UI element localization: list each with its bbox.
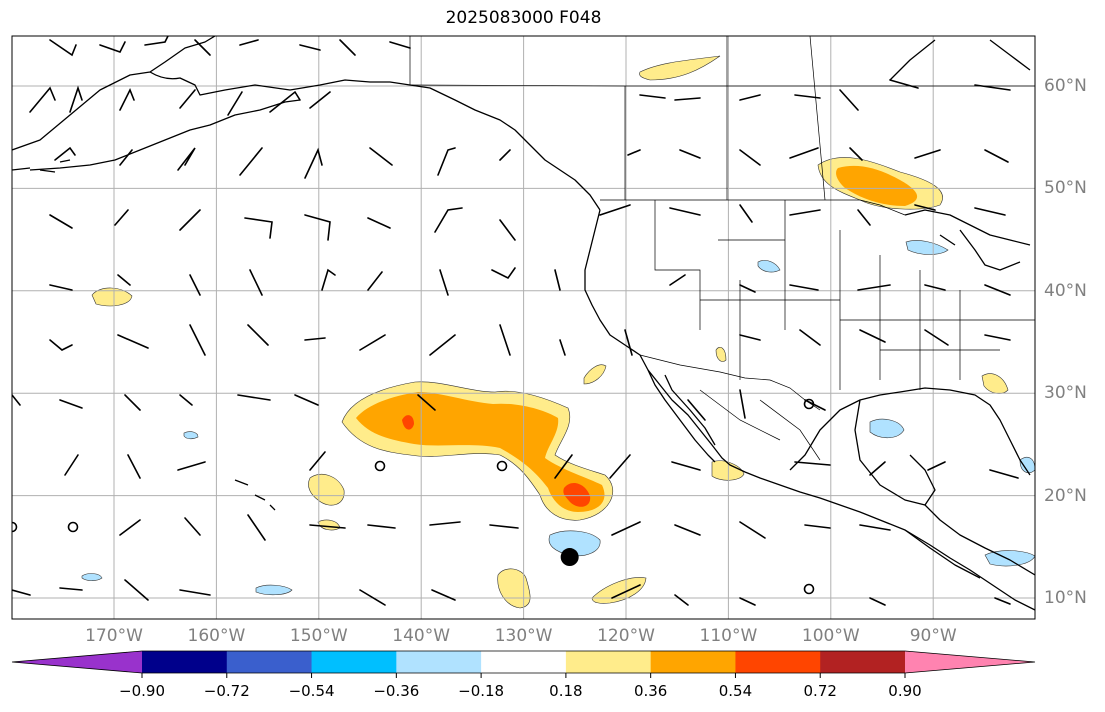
latitude-label: 30°N [1044,383,1087,404]
hawaii-islands [234,479,276,511]
longitude-label: 130°W [494,626,553,646]
colorbar-segment [226,651,313,673]
anomaly-negative-region [255,584,293,596]
baja-california-coastline [647,369,716,463]
colorbar-tick-label: 0.54 [718,682,753,700]
longitude-label: 120°W [597,626,655,646]
anomaly-positive-region [317,519,341,531]
anomaly-peak-region [402,415,414,430]
us-canada-border [600,199,906,216]
us-mexico-border [639,354,821,411]
colorbar-extend-high [905,651,1035,673]
longitude-label: 100°W [801,626,860,646]
colorbar-segment [311,651,397,673]
colorbar-segment [735,651,821,673]
colorbar-tick-label: −0.90 [119,682,165,700]
central-america-coastline [904,504,1035,579]
political-borders [409,36,1035,461]
anomaly-shading [81,55,1035,609]
calm-wind-circles [12,398,815,595]
anomaly-negative-region [869,418,905,439]
longitude-label: 160°W [187,626,246,646]
anomaly-strong-region [836,165,918,206]
longitude-label: 150°W [289,626,348,646]
colorbar-extend-low [12,651,142,673]
longitude-label: 110°W [699,626,758,646]
colorbar-tick-label: 0.36 [633,682,668,700]
tropical-cyclone-marker [560,548,579,567]
colorbar [11,650,1036,678]
hudson-bay-coastline [889,39,1031,81]
colorbar-segment [481,651,567,673]
anomaly-positive-region [639,55,721,81]
anomaly-positive-region [591,577,647,604]
anomaly-negative-region [905,240,949,255]
anomaly-negative-region [1019,457,1035,473]
great-lakes-coastline [904,209,1031,271]
latitude-label: 50°N [1044,178,1087,199]
longitude-label: 170°W [85,626,143,646]
north-america-pacific-coastline [584,209,1035,611]
anomaly-positive-region [715,347,727,362]
anomaly-negative-region [984,550,1035,567]
colorbar-segment [565,651,652,673]
graticule [12,36,1035,619]
longitude-label: 90°W [909,626,957,646]
anomaly-negative-region [81,573,103,581]
latitude-label: 20°N [1044,485,1087,506]
anomaly-strong-region [356,392,605,512]
anomaly-positive-region [497,568,531,609]
colorbar-tick-label: −0.72 [203,682,250,700]
colorbar-segment [396,651,482,673]
longitude-label: 140°W [392,626,451,646]
colorbar-segment [820,651,906,673]
anomaly-positive-region [981,373,1009,394]
colorbar-tick-label: 0.90 [888,682,922,700]
latitude-label: 40°N [1044,280,1087,301]
gulf-of-mexico-coastline [789,387,1031,506]
colorbar-segment [142,651,228,673]
anomaly-negative-region [548,530,601,557]
coastlines [12,36,1035,611]
colorbar-tick-label: −0.36 [373,682,420,700]
anomaly-negative-region [183,431,199,440]
map-title: 2025083000 F048 [445,8,602,28]
us-state-borders [654,200,1035,390]
colorbar-segment [650,651,736,673]
anomaly-positive-region [308,474,345,506]
alaska-coastline [12,36,601,211]
anomaly-positive-region [583,364,607,385]
wind-barbs [12,36,1019,606]
aleutian-islands [12,159,71,171]
colorbar-tick-label: 0.18 [549,682,583,700]
anomaly-peak-region [563,482,591,507]
latitude-label: 60°N [1044,76,1087,96]
colorbar-tick-label: −0.54 [288,682,335,700]
canada-province-borders [409,36,1035,201]
map-frame [11,35,1036,620]
colorbar-tick-label: 0.72 [803,682,837,700]
anomaly-negative-region [757,260,781,273]
anomaly-positive-region [91,287,133,307]
mexico-state-borders [699,389,821,461]
latitude-label: 10°N [1044,588,1087,608]
colorbar-tick-label: −0.18 [458,682,505,700]
